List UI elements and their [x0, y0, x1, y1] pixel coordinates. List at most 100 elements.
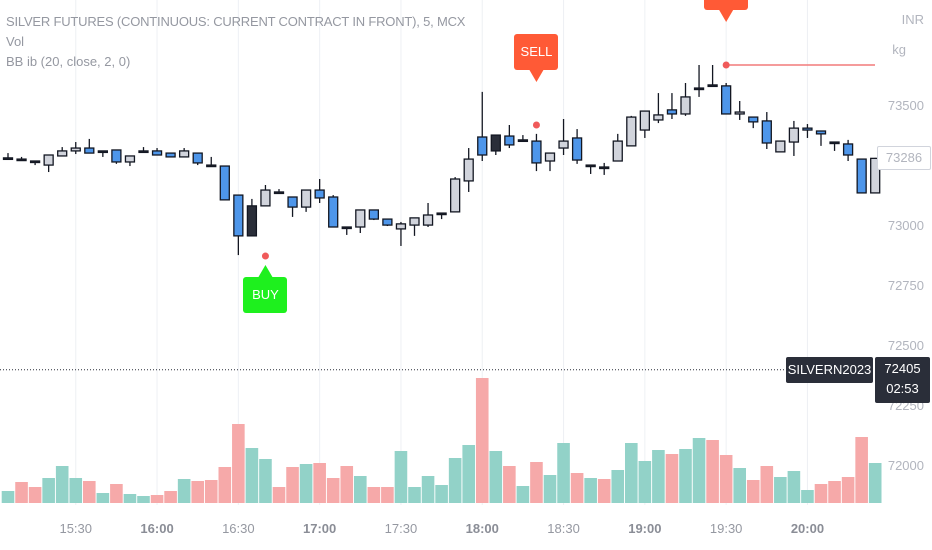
time-tick: 16:00	[140, 521, 173, 536]
candle	[178, 148, 190, 158]
volume-bar	[448, 458, 462, 503]
candle-body	[449, 178, 461, 213]
price-tick: 73500	[887, 98, 924, 113]
candle	[761, 112, 772, 149]
candle-body	[84, 147, 95, 154]
candle	[463, 148, 474, 192]
volume-bar	[245, 448, 259, 503]
candle	[57, 147, 68, 157]
time-tick: 17:30	[385, 521, 418, 536]
volume-bar	[232, 424, 245, 503]
candle	[599, 162, 610, 175]
candle	[422, 203, 434, 227]
candle-body	[815, 130, 827, 135]
time-axis: 15:30 16:00 16:30 17:00 17:30 18:00 18:30 19:00…	[59, 521, 824, 536]
candle	[748, 116, 759, 129]
candle	[341, 226, 352, 235]
volume-bar	[692, 438, 706, 503]
candle-body	[463, 158, 474, 182]
volume-bar	[679, 449, 692, 503]
volume-bar	[15, 482, 28, 503]
volume-bar	[475, 378, 489, 503]
bb-indicator-label[interactable]: BB ib (20, close, 2, 0)	[6, 54, 131, 69]
unit-label[interactable]: kg	[892, 42, 906, 57]
candle-body	[477, 136, 488, 156]
candle	[653, 93, 664, 124]
volume-bar	[814, 484, 828, 503]
candle	[29, 160, 41, 166]
candle-body	[314, 189, 325, 199]
volume-bar	[665, 454, 679, 503]
candle-body	[246, 205, 258, 237]
candle	[734, 101, 745, 120]
price-tick: 72750	[887, 278, 924, 293]
candle-body	[192, 152, 203, 164]
candle	[111, 149, 122, 164]
volume-bar	[868, 463, 882, 503]
bar-countdown: 02:53	[886, 381, 919, 396]
volume-bar	[584, 478, 597, 503]
volume-bar	[706, 440, 719, 503]
candle	[300, 189, 312, 212]
candle-body	[734, 111, 745, 115]
volume-bar	[638, 461, 652, 503]
time-tick: 15:30	[59, 521, 92, 536]
volume-bar	[96, 493, 110, 503]
candle	[504, 125, 515, 149]
candle-body	[178, 150, 190, 158]
sell-pointer	[529, 70, 544, 82]
chart-legend: SILVER FUTURES (CONTINUOUS: CURRENT CONT…	[6, 12, 465, 72]
candle-body	[585, 164, 596, 168]
overlay-lines	[0, 64, 875, 371]
candle-body	[300, 189, 312, 208]
volume-bar	[462, 445, 475, 503]
symbol-line-label: SILVERN2023	[786, 357, 873, 383]
volume-bar	[381, 487, 394, 503]
volume-bar	[719, 455, 733, 503]
symbol-title[interactable]: SILVER FUTURES (CONTINUOUS: CURRENT CONT…	[6, 14, 466, 29]
volume-bar	[787, 471, 801, 503]
candle-body	[260, 189, 271, 207]
candle	[409, 217, 420, 236]
candle	[856, 158, 867, 194]
volume-bar	[828, 481, 841, 503]
volume-bar	[123, 494, 137, 503]
last-price-label: 73286	[877, 146, 931, 170]
volume-bar	[340, 466, 354, 503]
candle-body	[680, 96, 691, 115]
candle	[16, 156, 27, 162]
volume-bar	[204, 480, 218, 503]
signal-dot	[722, 61, 730, 69]
volume-bar	[164, 491, 177, 503]
candle-body	[341, 226, 352, 230]
currency-label[interactable]: INR	[901, 12, 924, 27]
symbol-price: 72405	[884, 361, 921, 376]
candle	[97, 150, 108, 157]
volume-bar	[394, 451, 408, 503]
volume-bar	[855, 437, 868, 503]
candle	[477, 91, 488, 161]
volume-indicator-label[interactable]: Vol	[6, 34, 25, 49]
candle	[124, 155, 136, 167]
candle-body	[2, 157, 14, 161]
candle	[721, 83, 732, 115]
candle	[395, 221, 407, 246]
candle	[219, 165, 230, 201]
candle	[84, 138, 95, 154]
volume-bar	[110, 484, 123, 503]
price-tick: 72500	[887, 338, 924, 353]
candle	[639, 110, 650, 138]
candle	[517, 135, 529, 143]
candle-body	[97, 150, 108, 154]
candle-body	[842, 143, 854, 156]
candle	[151, 148, 163, 156]
candle	[436, 212, 447, 220]
candle	[449, 177, 461, 213]
candle-body	[151, 150, 163, 156]
volume-bar	[597, 479, 611, 503]
price-tick: 73000	[887, 218, 924, 233]
volume-bar	[530, 462, 543, 503]
candle	[355, 209, 366, 233]
symbol-price-label: 72405 02:53	[875, 357, 930, 403]
